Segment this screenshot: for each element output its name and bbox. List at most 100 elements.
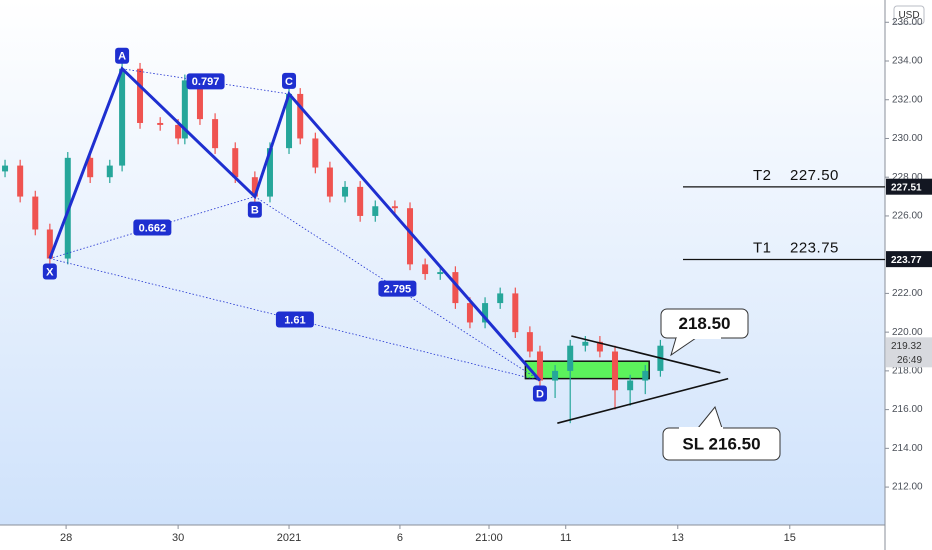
last-price-tag xyxy=(886,337,932,368)
point-box xyxy=(532,385,547,402)
candle-body xyxy=(157,122,164,125)
callout-text: 218.50 xyxy=(679,314,731,333)
candle-body xyxy=(342,186,349,197)
candle-body xyxy=(32,196,39,230)
time-axis-panel xyxy=(0,525,885,550)
callout-pointer xyxy=(670,337,697,357)
candle-body xyxy=(497,293,504,304)
trendline xyxy=(571,335,721,374)
candle-body xyxy=(266,148,273,197)
candle-body xyxy=(137,68,144,123)
candle-body xyxy=(175,124,182,139)
callout-text: SL 216.50 xyxy=(682,434,760,453)
ratio-label: 0.797 xyxy=(192,76,220,88)
target-label: T2 xyxy=(753,167,772,184)
candle-body xyxy=(119,68,126,166)
point-label: B xyxy=(251,204,259,216)
y-tick-label: 212.00 xyxy=(892,482,923,493)
candle-body xyxy=(326,167,333,197)
pattern-line xyxy=(48,66,542,382)
candle-body xyxy=(407,208,414,265)
y-tick-label: 236.00 xyxy=(892,17,923,28)
candle-body xyxy=(552,370,559,381)
ratio-box xyxy=(186,73,225,90)
ratio-label: 2.795 xyxy=(384,283,412,295)
candle-body xyxy=(87,157,94,178)
x-tick-label: 15 xyxy=(784,532,796,544)
ratio-label: 0.662 xyxy=(139,222,167,234)
y-tick-label: 228.00 xyxy=(892,172,923,183)
candle-body xyxy=(106,165,113,178)
candle-body xyxy=(536,351,543,381)
candle-body xyxy=(312,138,319,168)
candle-body xyxy=(196,80,203,120)
target-value: 223.75 xyxy=(790,239,839,256)
candle-body xyxy=(391,206,398,209)
point-label: X xyxy=(46,266,54,278)
y-tick-label: 234.00 xyxy=(892,56,923,67)
last-price-label: 219.32 xyxy=(891,341,922,352)
y-tick-label: 230.00 xyxy=(892,133,923,144)
price-tag xyxy=(886,178,932,195)
ratio-box xyxy=(378,280,417,297)
price-tag-label: 223.77 xyxy=(891,255,922,266)
candle-body xyxy=(582,341,589,346)
y-tick-label: 216.00 xyxy=(892,404,923,415)
ratio-label: 1.61 xyxy=(284,314,305,326)
callout: 218.50 xyxy=(660,308,749,357)
point-box xyxy=(282,72,297,89)
candle-body xyxy=(286,93,293,149)
point-box xyxy=(42,263,57,280)
candle-body xyxy=(17,165,24,197)
y-tick-label: 232.00 xyxy=(892,94,923,105)
point-box xyxy=(247,201,262,218)
callout: SL 216.50 xyxy=(662,405,781,461)
candle-body xyxy=(466,303,473,323)
price-tag-label: 227.51 xyxy=(891,182,922,193)
y-tick-label: 218.00 xyxy=(892,366,923,377)
candle-body xyxy=(232,148,239,178)
candle-body xyxy=(422,264,429,275)
candle-body xyxy=(526,332,533,352)
target-label: T1 xyxy=(753,239,772,256)
candle-body xyxy=(251,177,258,197)
candle-body xyxy=(567,345,574,371)
candle-body xyxy=(512,293,519,333)
candle-body xyxy=(297,93,304,139)
y-tick-label: 222.00 xyxy=(892,288,923,299)
ratio-box xyxy=(133,219,172,236)
y-tick-label: 220.00 xyxy=(892,327,923,338)
candle-body xyxy=(596,341,603,352)
price-tag xyxy=(886,251,932,268)
x-tick-label: 11 xyxy=(560,532,571,544)
point-box xyxy=(115,47,130,64)
x-tick-label: 13 xyxy=(672,532,684,544)
candle-body xyxy=(437,272,444,275)
candle-body xyxy=(452,272,459,304)
price-axis-panel xyxy=(885,0,932,550)
candle-body xyxy=(46,229,53,259)
y-tick-label: 226.00 xyxy=(892,211,923,222)
x-tick-label: 21:00 xyxy=(475,532,503,544)
x-tick-label: 30 xyxy=(172,532,184,544)
candle-body xyxy=(482,303,489,323)
candle-body xyxy=(357,186,364,216)
candle-body xyxy=(612,351,619,391)
candle-body xyxy=(642,370,649,381)
candle-body xyxy=(2,165,9,172)
x-tick-label: 28 xyxy=(60,532,72,544)
candle-body xyxy=(372,206,379,216)
candle-body xyxy=(212,119,219,149)
point-label: C xyxy=(285,76,293,88)
countdown: 26:49 xyxy=(897,355,922,366)
point-label: D xyxy=(536,388,544,400)
currency-badge[interactable] xyxy=(893,5,925,25)
ratio-line xyxy=(49,196,255,259)
x-tick-label: 2021 xyxy=(277,532,301,544)
point-label: A xyxy=(118,51,126,63)
candle-body xyxy=(627,380,634,391)
ratio-box xyxy=(275,311,314,328)
y-tick-label: 214.00 xyxy=(892,443,923,454)
currency: USD xyxy=(898,10,919,21)
target-value: 227.50 xyxy=(790,167,839,184)
